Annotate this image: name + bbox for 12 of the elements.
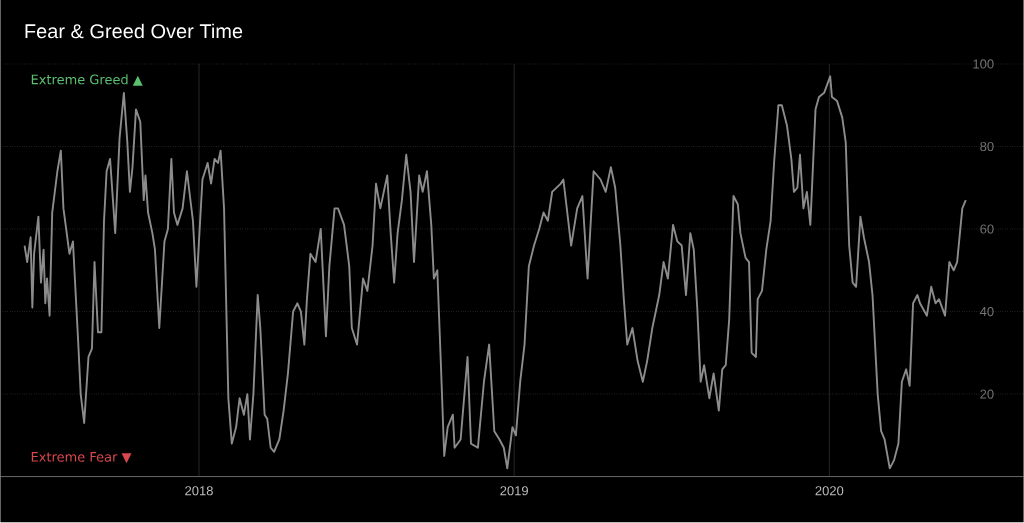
y-tick-label: 80 — [980, 142, 994, 152]
annotation: Extreme Fear ▼ — [31, 452, 132, 464]
y-tick-label: 100 — [973, 59, 994, 69]
x-tick-label: 2019 — [500, 486, 528, 496]
x-tick-label: 2020 — [815, 486, 844, 496]
y-tick-label: 60 — [980, 224, 994, 234]
annotation: Extreme Greed ▲ — [31, 74, 143, 86]
x-tick-label: 2018 — [185, 486, 213, 496]
y-tick-label: 20 — [980, 389, 994, 399]
chart-title: Fear & Greed Over Time — [25, 23, 243, 39]
y-tick-label: 40 — [979, 307, 994, 317]
line-series — [23, 75, 967, 470]
